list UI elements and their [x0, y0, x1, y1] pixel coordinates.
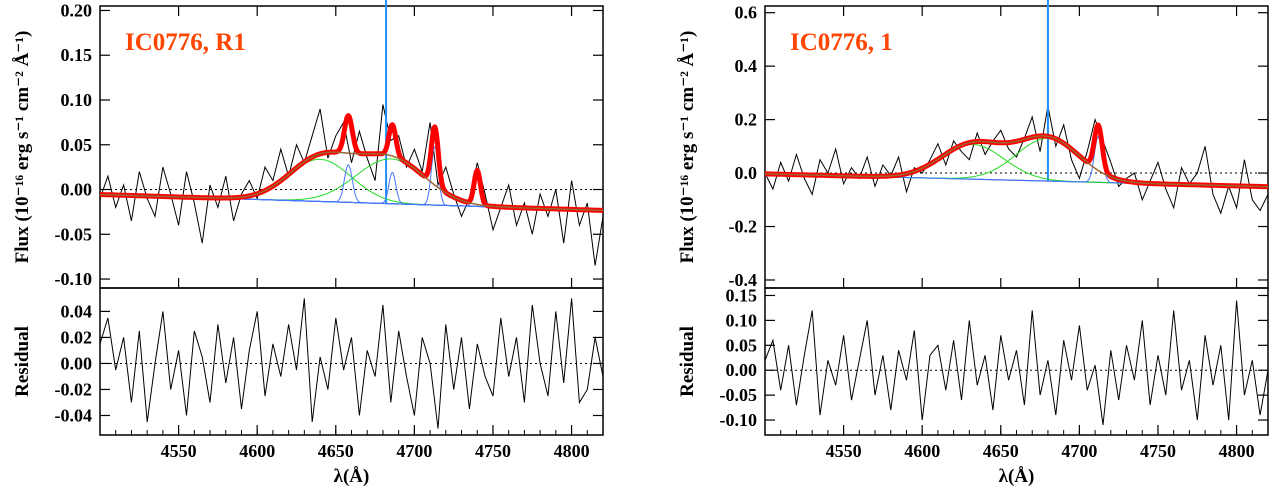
- narrow-component-4: [100, 171, 603, 211]
- x-tick-label: 4550: [161, 441, 197, 461]
- y-tick-label: 0.00: [61, 180, 93, 200]
- y-tick-label: 0.15: [61, 45, 93, 65]
- x-tick-label: 4600: [904, 441, 940, 461]
- y-tick-label: 0.20: [61, 0, 93, 20]
- x-tick-label: 4800: [1219, 441, 1255, 461]
- y-tick-label: 0.4: [735, 56, 758, 76]
- y-tick-label: 0.05: [61, 135, 93, 155]
- chart-title: IC0776, 1: [790, 29, 893, 56]
- x-tick-label: 4800: [554, 441, 590, 461]
- broad-sum-line: [765, 135, 1268, 188]
- residual-y-tick-label: 0.15: [726, 285, 758, 305]
- y-tick-label: 0.10: [61, 90, 93, 110]
- residual-y-axis-label: Residual: [12, 326, 33, 397]
- y-tick-label: -0.10: [55, 269, 93, 289]
- residual-y-tick-label: 0.00: [61, 353, 93, 373]
- x-tick-label: 4700: [1061, 441, 1097, 461]
- residual-panel-frame: [764, 287, 1269, 436]
- residual-y-tick-label: -0.05: [720, 385, 758, 405]
- y-tick-label: -0.4: [729, 270, 758, 290]
- residual-line: [99, 298, 604, 429]
- y-tick-label: 0.6: [735, 3, 758, 23]
- narrow-component-1: [100, 164, 603, 211]
- residual-y-tick-label: 0.05: [726, 335, 758, 355]
- broad-sum-line: [100, 151, 603, 212]
- y-tick-label: -0.2: [729, 217, 758, 237]
- observed-spectrum-line: [764, 106, 1269, 215]
- residual-y-tick-label: 0.04: [61, 301, 93, 321]
- y-tick-label: -0.05: [55, 224, 93, 244]
- narrow-component-2: [100, 171, 603, 211]
- chart-panel-2: [763, 0, 1270, 436]
- x-axis-label: λ(Å): [334, 466, 370, 487]
- observed-spectrum-line: [99, 104, 604, 266]
- residual-y-tick-label: -0.02: [55, 379, 93, 399]
- x-tick-label: 4750: [1140, 441, 1176, 461]
- x-tick-label: 4650: [318, 441, 354, 461]
- x-tick-label: 4600: [239, 441, 275, 461]
- residual-y-tick-label: 0.10: [726, 310, 758, 330]
- y-axis-label: Flux (10⁻¹⁶ erg s⁻¹ cm⁻² Å⁻¹): [12, 31, 33, 264]
- x-tick-label: 4550: [826, 441, 862, 461]
- chart-title: IC0776, R1: [125, 29, 246, 56]
- residual-y-tick-label: 0.00: [726, 360, 758, 380]
- x-tick-label: 4750: [475, 441, 511, 461]
- chart-panel-1: [98, 0, 605, 436]
- y-axis-label: Flux (10⁻¹⁶ erg s⁻¹ cm⁻² Å⁻¹): [677, 31, 698, 264]
- residual-y-axis-label: Residual: [677, 326, 698, 397]
- residual-line: [764, 300, 1269, 426]
- y-tick-label: 0.0: [735, 163, 758, 183]
- residual-y-tick-label: -0.10: [720, 410, 758, 430]
- x-tick-label: 4650: [983, 441, 1019, 461]
- x-tick-label: 4700: [396, 441, 432, 461]
- residual-y-tick-label: -0.04: [55, 405, 93, 425]
- residual-y-tick-label: 0.02: [61, 327, 93, 347]
- x-axis-label: λ(Å): [999, 466, 1035, 487]
- y-tick-label: 0.2: [735, 110, 758, 130]
